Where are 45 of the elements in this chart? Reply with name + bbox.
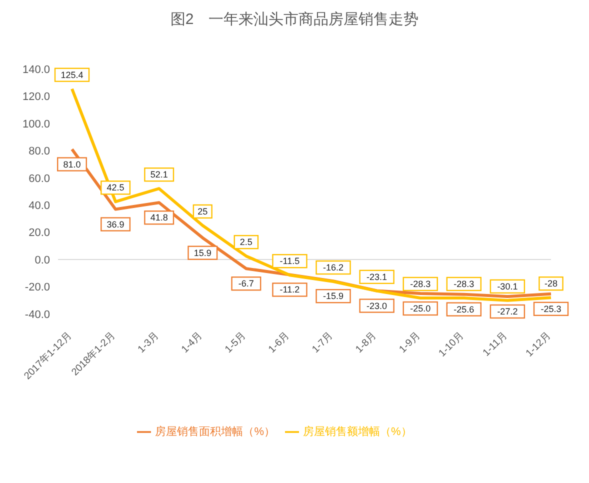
data-label: -25.0 bbox=[410, 303, 431, 314]
x-tick-label: 1-7月 bbox=[310, 330, 336, 356]
y-tick-label: -20.0 bbox=[24, 282, 50, 294]
data-label: -25.6 bbox=[454, 304, 474, 314]
x-tick-label: 1-4月 bbox=[180, 330, 205, 356]
data-label: -23.1 bbox=[366, 272, 388, 282]
data-label: -30.1 bbox=[497, 281, 518, 292]
chart-title: 图2 一年来汕头市商品房屋销售走势 bbox=[169, 10, 420, 29]
x-tick-label: 1-8月 bbox=[354, 330, 379, 356]
x-tick-label: 1-9月 bbox=[397, 330, 422, 356]
y-tick-label: 120.0 bbox=[22, 91, 50, 104]
x-tick-label: 1-5月 bbox=[223, 330, 248, 356]
y-tick-label: 140.0 bbox=[22, 64, 50, 76]
data-label: 42.5 bbox=[106, 182, 124, 193]
data-label: -25.3 bbox=[540, 304, 562, 314]
y-tick-label: 40.0 bbox=[28, 200, 50, 212]
y-tick-label: -40.0 bbox=[24, 308, 50, 321]
data-label: 52.1 bbox=[150, 170, 168, 180]
y-tick-label: 60.0 bbox=[28, 172, 50, 185]
data-label: -28.3 bbox=[410, 278, 431, 289]
data-label: -28.3 bbox=[454, 278, 474, 289]
data-label: -16.2 bbox=[323, 262, 344, 273]
data-label: -23.0 bbox=[366, 300, 388, 311]
y-tick-label: 0.0 bbox=[34, 254, 50, 266]
x-tick-label: 1-3月 bbox=[136, 330, 162, 356]
y-tick-label: 80.0 bbox=[28, 146, 50, 158]
data-label: 41.8 bbox=[150, 212, 168, 223]
y-tick-label: 100.0 bbox=[22, 118, 50, 130]
data-label: -11.2 bbox=[280, 284, 300, 295]
legend-label: 房屋销售额增幅（%） bbox=[303, 426, 412, 438]
data-label: 81.0 bbox=[63, 159, 81, 170]
data-label: -15.9 bbox=[323, 291, 344, 302]
data-label: -28 bbox=[544, 278, 558, 289]
x-tick-label: 1-11月 bbox=[481, 330, 510, 359]
y-tick-label: 20.0 bbox=[28, 227, 50, 240]
data-label: -27.2 bbox=[497, 306, 518, 316]
data-label: -11.5 bbox=[280, 256, 300, 266]
data-label: -6.7 bbox=[238, 278, 254, 289]
data-label: 25 bbox=[198, 206, 208, 216]
legend-label: 房屋销售面积增幅（%） bbox=[155, 426, 275, 438]
data-label: 36.9 bbox=[106, 219, 124, 230]
data-label: 125.4 bbox=[60, 70, 84, 80]
data-label: 15.9 bbox=[194, 248, 212, 258]
data-label: 2.5 bbox=[240, 237, 252, 248]
x-tick-label: 1-6月 bbox=[266, 330, 292, 356]
